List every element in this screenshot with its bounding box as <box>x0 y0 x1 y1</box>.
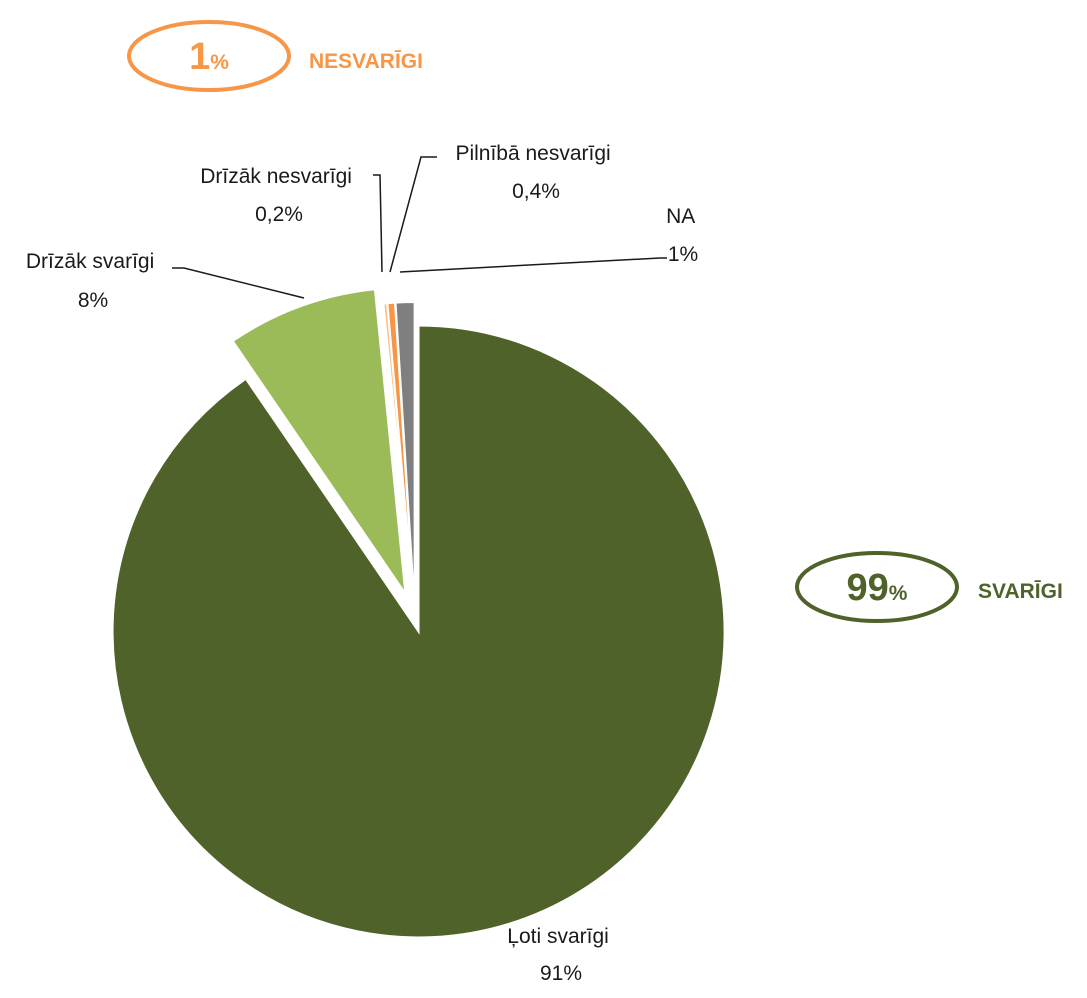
label-pilniba-nesvarigi: Pilnībā nesvarīgi 0,4% <box>455 142 616 203</box>
label-loti-svarigi: Ļoti svarīgi 91% <box>507 925 614 985</box>
label-drizak-svarigi: Drīzāk svarīgi 8% <box>26 250 160 312</box>
slice-loti-svarigi <box>111 324 726 939</box>
summary-svarigi: 99% SVARĪGI <box>795 551 1063 623</box>
summary-nesvarigi: 1% NESVARĪGI <box>127 20 423 92</box>
summary-oval <box>795 551 959 623</box>
slice-na <box>394 301 416 609</box>
leader-lines <box>172 156 667 299</box>
leader-pilniba-nesvarigi <box>389 156 437 273</box>
summary-value: 99% <box>847 567 908 609</box>
summary-oval <box>127 20 291 92</box>
leader-drizak-svarigi <box>172 267 305 299</box>
label-na: NA 1% <box>666 205 700 266</box>
leader-na <box>399 257 667 273</box>
label-drizak-nesvarigi: Drīzāk nesvarīgi 0,2% <box>200 165 358 226</box>
leader-drizak-nesvarigi <box>373 174 383 273</box>
pie-slices <box>111 288 726 939</box>
summary-label: NESVARĪGI <box>309 50 423 73</box>
summary-label: SVARĪGI <box>978 580 1063 603</box>
summary-value: 1% <box>189 36 229 78</box>
slice-drizak-svarigi <box>231 288 407 595</box>
